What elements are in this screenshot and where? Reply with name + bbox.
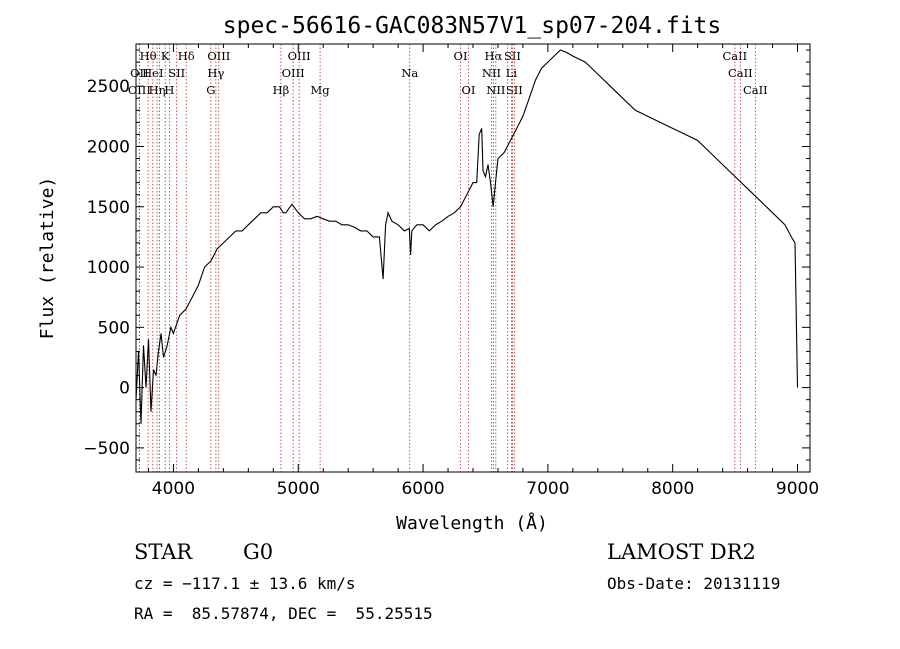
line-marker-label: OIII [128,83,151,97]
line-marker-label: OIII [282,66,305,80]
x-tick-label: 9000 [776,479,819,499]
x-tick-label: 5000 [277,479,320,499]
line-marker-label: Hγ [207,66,224,80]
line-marker-label: H [164,83,174,97]
y-tick-label: 1000 [87,258,130,278]
line-marker-label: K [161,49,170,63]
emission-line-markers: OIIOIIIHθHeIHηKHSIIHδGHγOIIIHβOIIIOIIIMg… [128,44,768,472]
y-tick-label: 0 [119,379,130,399]
line-marker-label: Hβ [273,83,290,97]
line-marker-label: SII [168,66,185,80]
coordinates-readout: RA = 85.57874, DEC = 55.25515 [134,604,433,623]
y-tick-label: −500 [83,439,130,459]
line-marker-label: OI [462,83,476,97]
survey-name: LAMOST DR2 [607,540,756,564]
line-marker-label: G [206,83,215,97]
line-marker-label: CaII [743,83,768,97]
line-marker-label: SII [506,83,523,97]
line-marker-label: SII [504,49,521,63]
line-marker-label: Hα [484,49,502,63]
plot-frame [135,43,811,473]
line-marker-label: OIII [207,49,230,63]
object-class: STAR [134,540,193,564]
x-tick-label: 4000 [152,479,195,499]
line-marker-label: Hδ [178,49,195,63]
y-axis-label: Flux (relative) [37,177,58,340]
y-tick-label: 2000 [87,137,130,157]
y-tick-label: 500 [98,318,130,338]
redshift-readout: cz = −117.1 ± 13.6 km/s [134,574,356,593]
x-tick-label: 6000 [401,479,444,499]
x-axis-label: Wavelength (Å) [396,512,548,534]
line-marker-label: Li [506,66,518,80]
line-marker-label: CaII [728,66,753,80]
x-tick-label: 7000 [526,479,569,499]
y-tick-label: 2500 [87,77,130,97]
x-tick-label: 8000 [651,479,694,499]
line-marker-label: OI [454,49,468,63]
line-marker-label: HeI [142,66,163,80]
chart-title: spec-56616-GAC083N57V1_sp07-204.fits [223,13,722,39]
line-marker-label: NII [486,83,505,97]
line-marker-label: CaII [722,49,747,63]
line-marker-label: Hη [149,83,166,97]
line-marker-label: NII [482,66,501,80]
spectrum-series-line [135,49,799,424]
line-marker-label: Na [401,66,418,80]
observation-date: Obs-Date: 20131119 [607,574,781,593]
axis-ticks: 4000 5000 6000 7000 8000 9000 −500 0 500 1000 1500… [83,44,819,499]
y-tick-label: 1500 [87,198,130,218]
line-marker-label: Hθ [140,49,157,63]
line-marker-label: Mg [311,83,331,97]
line-marker-label: OIII [288,49,311,63]
object-subclass: G0 [243,540,274,564]
